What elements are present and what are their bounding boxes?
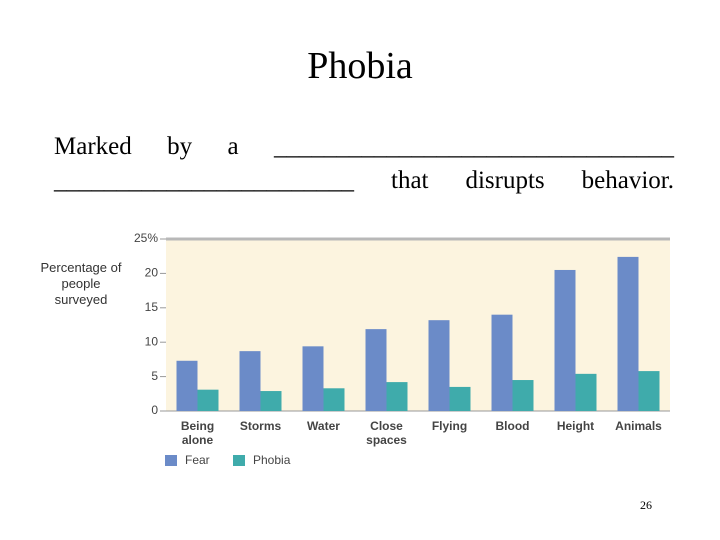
y-tick-label: 5: [151, 369, 158, 383]
bar: [428, 320, 450, 411]
x-tick-label: Being alone: [180, 419, 215, 447]
y-tick-label: 15: [145, 300, 159, 314]
bar: [638, 371, 660, 411]
bar: [491, 314, 513, 411]
y-axis-label: Percentage of people surveyed: [40, 260, 122, 307]
x-tick-label: Storms: [239, 419, 282, 433]
bar: [260, 391, 282, 411]
y-tick-label: 25%: [134, 231, 158, 245]
bar: [176, 360, 198, 411]
bar: [617, 256, 639, 411]
y-tick-label: 10: [145, 334, 159, 348]
bar: [239, 351, 261, 411]
page-number: 26: [640, 498, 652, 512]
body-text: Marked by a ____________________________…: [54, 133, 674, 194]
bar: [449, 386, 471, 411]
bar: [302, 346, 324, 411]
bar: [512, 380, 534, 411]
bar: [554, 269, 576, 411]
bar: [575, 373, 597, 411]
slide-title: Phobia: [307, 45, 413, 87]
y-tick-label: 0: [151, 403, 158, 417]
bar: [197, 389, 219, 411]
legend-swatch: [233, 455, 245, 466]
x-tick-label: Blood: [495, 419, 530, 433]
bar: [386, 382, 408, 411]
x-tick-label: Water: [307, 419, 340, 433]
y-tick-label: 20: [145, 266, 159, 280]
x-tick-label: Animals: [615, 419, 662, 433]
legend-label: Phobia: [253, 453, 291, 467]
legend-swatch: [165, 455, 177, 466]
x-tick-label: Flying: [431, 419, 468, 433]
bar: [323, 388, 345, 411]
legend-label: Fear: [185, 453, 210, 467]
x-tick-label: Close spaces: [366, 419, 407, 447]
x-tick-label: Height: [556, 419, 595, 433]
bar: [365, 329, 387, 411]
